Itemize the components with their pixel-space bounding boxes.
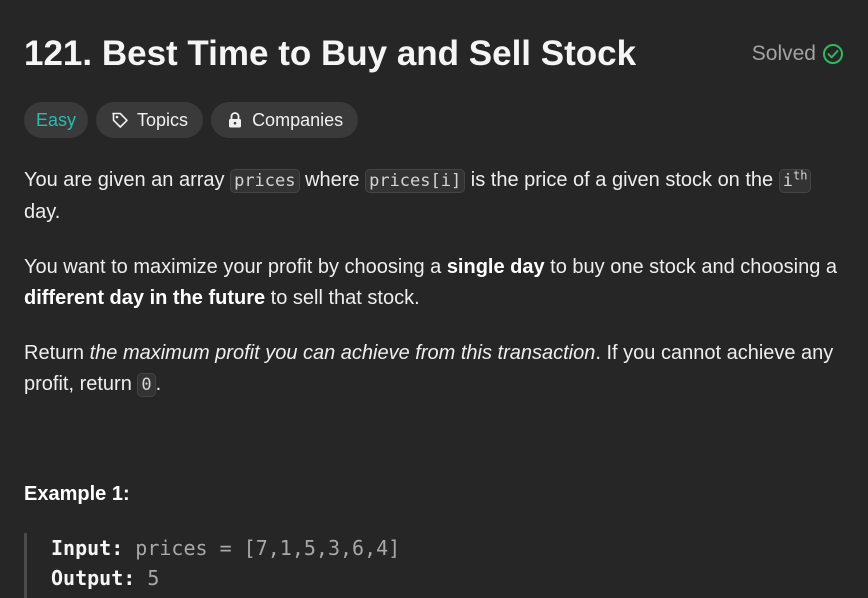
inline-code: prices[i] bbox=[365, 169, 466, 193]
solved-label: Solved bbox=[751, 42, 816, 65]
solved-status: Solved bbox=[752, 42, 844, 66]
output-value: 5 bbox=[147, 566, 160, 590]
difficulty-badge[interactable]: Easy bbox=[24, 102, 89, 138]
problem-header: 121. Best Time to Buy and Sell Stock Sol… bbox=[24, 30, 844, 82]
example-block: Input: prices = [7,1,5,3,6,4] Output: 5 bbox=[24, 533, 524, 598]
italic-text: the maximum profit you can achieve from … bbox=[89, 342, 596, 364]
description-paragraph-1: You are given an array prices where pric… bbox=[24, 165, 844, 228]
topics-button[interactable]: Topics bbox=[96, 102, 204, 138]
description-paragraph-3: Return the maximum profit you can achiev… bbox=[24, 338, 844, 401]
problem-title: 121. Best Time to Buy and Sell Stock bbox=[24, 34, 637, 73]
text: day. bbox=[24, 201, 61, 223]
text: to buy one stock and choosing a bbox=[544, 256, 838, 278]
input-value: prices = [7,1,5,3,6,4] bbox=[135, 536, 401, 560]
text: is the price of a given stock on the bbox=[465, 169, 779, 191]
text: . bbox=[155, 373, 162, 395]
input-label: Input: bbox=[51, 536, 124, 560]
example-input-line: Input: prices = [7,1,5,3,6,4] bbox=[51, 533, 524, 563]
description-paragraph-2: You want to maximize your profit by choo… bbox=[24, 252, 844, 314]
text: where bbox=[299, 169, 366, 191]
check-circle-icon bbox=[822, 43, 844, 65]
inline-code: 0 bbox=[137, 373, 156, 397]
text: . If you cannot achieve any profit, retu… bbox=[24, 342, 834, 395]
superscript: th bbox=[792, 168, 808, 183]
example-output-line: Output: 5 bbox=[51, 563, 524, 593]
lock-icon bbox=[226, 111, 244, 129]
output-label: Output: bbox=[51, 566, 136, 590]
bold-text: single day bbox=[446, 256, 545, 278]
companies-label: Companies bbox=[252, 109, 344, 130]
tag-icon bbox=[111, 111, 129, 129]
inline-code: prices bbox=[230, 169, 300, 193]
companies-button[interactable]: Companies bbox=[211, 102, 359, 138]
problem-description: You are given an array prices where pric… bbox=[24, 165, 844, 425]
difficulty-label: Easy bbox=[36, 109, 77, 130]
text: You want to maximize your profit by choo… bbox=[24, 256, 447, 278]
text: You are given an array bbox=[24, 169, 231, 191]
bold-text: different day in the future bbox=[24, 287, 266, 309]
tag-bar: Easy Topics Companies bbox=[24, 102, 359, 138]
topics-label: Topics bbox=[137, 109, 189, 130]
text: Return bbox=[24, 342, 90, 364]
inline-code: ith bbox=[778, 168, 812, 193]
text: to sell that stock. bbox=[265, 287, 420, 309]
example-title: Example 1: bbox=[24, 483, 130, 505]
code-text: i bbox=[782, 171, 793, 191]
